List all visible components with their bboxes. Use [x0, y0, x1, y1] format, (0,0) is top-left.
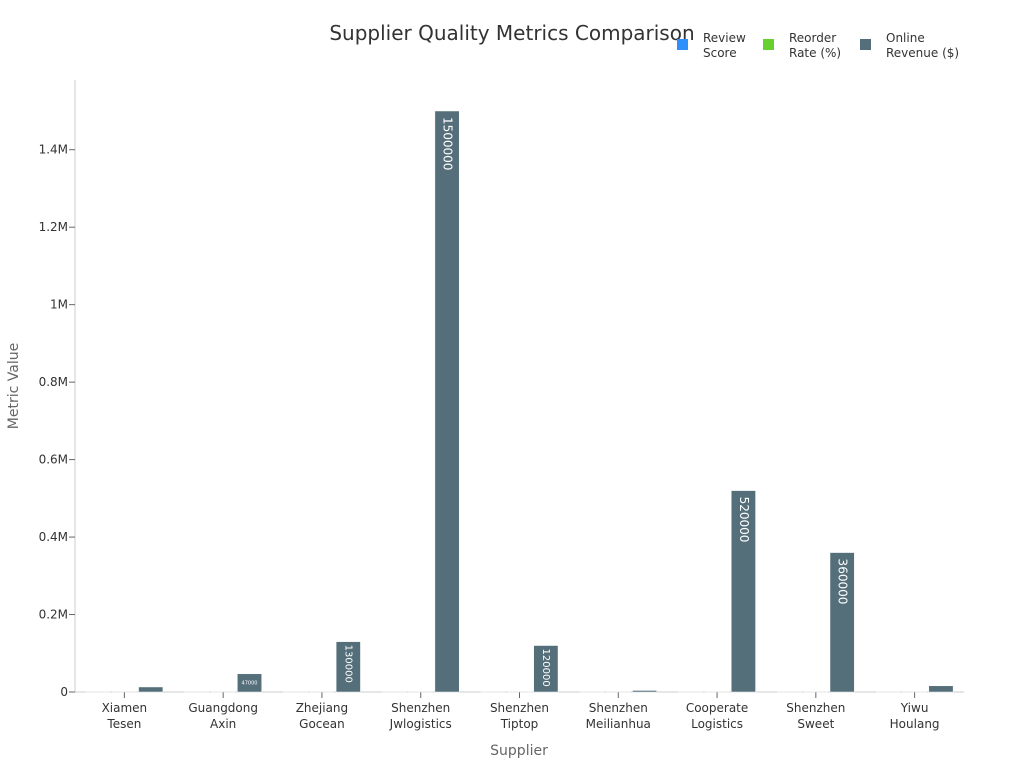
- bar: [730, 490, 756, 693]
- bar: [434, 110, 460, 693]
- legend-label-line: Online: [886, 31, 925, 45]
- bar-data-label: 130000: [342, 645, 353, 683]
- bar-data-label: 120000: [540, 649, 551, 687]
- legend-swatch: [763, 39, 774, 50]
- y-tick-label: 1.4M: [39, 143, 68, 157]
- y-tick-label: 0.8M: [39, 375, 68, 389]
- legend-label-line: Review: [703, 31, 746, 45]
- x-tick-label: Zhejiang Gocean: [296, 701, 348, 731]
- y-tick-label: 0.6M: [39, 453, 68, 467]
- legend-label: Reorder Rate (%): [789, 31, 841, 60]
- x-tick-label: Cooperate Logistics: [686, 701, 748, 731]
- x-tick-label-line: Cooperate: [686, 701, 748, 715]
- chart-title: Supplier Quality Metrics Comparison: [329, 21, 694, 45]
- x-tick-label: Shenzhen Meilianhua: [586, 701, 651, 731]
- y-tick-label: 1M: [50, 298, 68, 312]
- x-tick-label: Guangdong Axin: [188, 701, 258, 731]
- legend-label: Review Score: [703, 31, 746, 60]
- x-tick-label-line: Shenzhen: [490, 701, 549, 715]
- bar-data-label: 47000: [242, 680, 258, 686]
- bar: [829, 552, 855, 693]
- plot-area: 0 0.2M 0.4M 0.6M 0.8M 1M 1.2M 1.4M Xiamen Tesen Gu…: [39, 80, 964, 731]
- legend-label-line: Rate (%): [789, 46, 841, 60]
- bar-data-label: 1500000: [441, 117, 455, 170]
- y-tick-label: 0.4M: [39, 530, 68, 544]
- x-tick-label-line: Tiptop: [500, 717, 539, 731]
- x-tick-label-line: Jwlogistics: [389, 717, 452, 731]
- y-tick-label: 0.2M: [39, 608, 68, 622]
- legend: Review Score Reorder Rate (%) Online Revenue …: [677, 31, 959, 60]
- x-tick-label-line: Shenzhen: [786, 701, 845, 715]
- bar: [928, 685, 954, 693]
- legend-label-line: Reorder: [789, 31, 836, 45]
- x-tick-label: Shenzhen Sweet: [786, 701, 845, 731]
- x-tick-label-line: Shenzhen: [589, 701, 648, 715]
- x-tick-label-line: Axin: [210, 717, 236, 731]
- x-tick-label-line: Tesen: [106, 717, 141, 731]
- x-tick-label-line: Guangdong: [188, 701, 258, 715]
- bar: [533, 645, 559, 693]
- x-tick-label: Yiwu Houlang: [890, 701, 940, 731]
- x-tick-label-line: Logistics: [691, 717, 743, 731]
- legend-label-line: Revenue ($): [886, 46, 959, 60]
- bar: [335, 641, 361, 693]
- bar: [138, 686, 164, 693]
- x-tick-label-line: Xiamen: [102, 701, 148, 715]
- x-tick-label: Shenzhen Tiptop: [490, 701, 549, 731]
- x-tick-label-line: Sweet: [797, 717, 834, 731]
- x-tick-label-line: Zhejiang: [296, 701, 348, 715]
- y-tick-label: 0: [60, 685, 68, 699]
- legend-label: Online Revenue ($): [886, 31, 959, 60]
- bar-data-label: 520000: [737, 497, 751, 543]
- x-tick-label-line: Gocean: [299, 717, 345, 731]
- legend-swatch: [860, 39, 871, 50]
- x-tick-label-line: Houlang: [890, 717, 940, 731]
- bar: [237, 673, 262, 693]
- x-tick-label: Xiamen Tesen: [102, 701, 148, 731]
- bar: [632, 690, 658, 693]
- y-tick-label: 1.2M: [39, 220, 68, 234]
- x-tick-label-line: Shenzhen: [391, 701, 450, 715]
- x-axis-title: Supplier: [490, 743, 548, 759]
- x-tick-label-line: Yiwu: [900, 701, 929, 715]
- legend-swatch: [677, 39, 688, 50]
- x-tick-label-line: Meilianhua: [586, 717, 651, 731]
- legend-label-line: Score: [703, 46, 737, 60]
- x-tick-label: Shenzhen Jwlogistics: [389, 701, 452, 731]
- bar-data-label: 360000: [836, 559, 850, 605]
- y-axis-title: Metric Value: [6, 343, 22, 429]
